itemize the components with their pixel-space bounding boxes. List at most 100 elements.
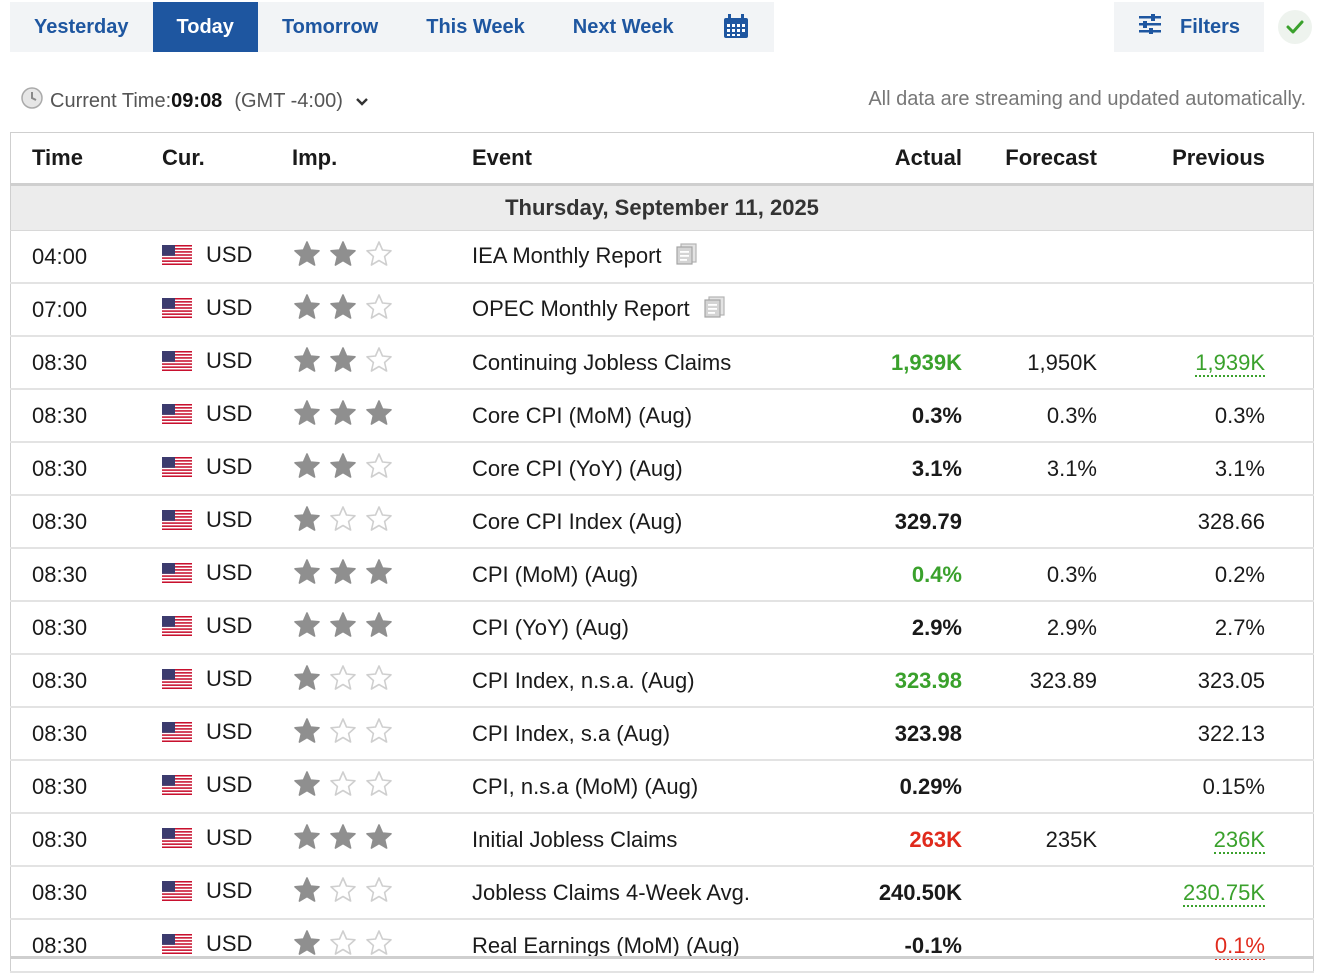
currency: USD: [162, 666, 252, 692]
calendar-icon[interactable]: [698, 2, 774, 52]
current-time[interactable]: Current Time: 09:08 (GMT -4:00): [20, 86, 369, 116]
star-empty-icon: [330, 929, 356, 955]
previous-value: 0.3%: [1214, 402, 1265, 428]
forecast-value: 1,950K: [962, 336, 1097, 390]
event-row[interactable]: 08:30 USD Core CPI (MoM) (Aug) 0.3% 0.3% 0.3%: [10, 389, 1314, 443]
us-flag-icon: [162, 775, 192, 795]
star-empty-icon: [330, 664, 356, 690]
currency-code: USD: [206, 772, 253, 797]
forecast-value: 2.9%: [962, 601, 1097, 655]
chevron-down-icon[interactable]: [355, 90, 369, 113]
event-row[interactable]: 08:30 USD Real Earnings (MoM) (Aug) -0.1% 0.…: [10, 919, 1314, 973]
star-filled-icon: [294, 293, 320, 319]
event-name[interactable]: CPI Index, s.a (Aug): [472, 720, 671, 746]
timezone-label: (GMT -4:00): [234, 89, 343, 112]
streaming-note: All data are streaming and updated autom…: [868, 88, 1306, 110]
event-row[interactable]: 04:00 USD IEA Monthly Report: [10, 230, 1314, 284]
forecast-value: [962, 495, 1097, 549]
event-name[interactable]: Core CPI (MoM) (Aug): [472, 402, 693, 428]
event-row[interactable]: 07:00 USD OPEC Monthly Report: [10, 283, 1314, 337]
event-name[interactable]: CPI, n.s.a (MoM) (Aug): [472, 773, 699, 799]
previous-value[interactable]: 0.1%: [1214, 932, 1265, 960]
event-time: 08:30: [10, 654, 162, 708]
importance-stars: [292, 504, 394, 534]
star-filled-icon: [294, 558, 320, 584]
currency: USD: [162, 825, 252, 851]
event-row[interactable]: 08:30 USD CPI (MoM) (Aug) 0.4% 0.3% 0.2%: [10, 548, 1314, 602]
report-icon[interactable]: [702, 295, 726, 325]
event-row[interactable]: 08:30 USD CPI Index, n.s.a. (Aug) 323.98 323…: [10, 654, 1314, 708]
event-row[interactable]: 08:30 USD Core CPI Index (Aug) 329.79 328.66: [10, 495, 1314, 549]
event-time: 08:30: [10, 707, 162, 761]
event-name[interactable]: OPEC Monthly Report: [472, 295, 690, 321]
star-filled-icon: [330, 452, 356, 478]
event-time: 04:00: [10, 230, 162, 284]
event-row[interactable]: 08:30 USD Jobless Claims 4-Week Avg. 240.50…: [10, 866, 1314, 920]
currency-code: USD: [206, 348, 253, 373]
event-name[interactable]: Core CPI (YoY) (Aug): [472, 455, 683, 481]
importance-stars: [292, 610, 394, 640]
currency-code: USD: [206, 613, 253, 638]
currency: USD: [162, 295, 252, 321]
tab-this-week[interactable]: This Week: [426, 15, 525, 38]
event-name[interactable]: Initial Jobless Claims: [472, 826, 678, 852]
date-tabs: Yesterday Today Tomorrow This Week Next …: [10, 2, 774, 52]
importance-stars: [292, 292, 394, 322]
event-name[interactable]: Continuing Jobless Claims: [472, 349, 732, 375]
importance-stars: [292, 557, 394, 587]
event-name[interactable]: CPI (YoY) (Aug): [472, 614, 629, 640]
forecast-value: 3.1%: [962, 442, 1097, 496]
event-name[interactable]: Real Earnings (MoM) (Aug): [472, 932, 740, 958]
event-row[interactable]: 08:30 USD CPI, n.s.a (MoM) (Aug) 0.29% 0.15%: [10, 760, 1314, 814]
star-filled-icon: [294, 717, 320, 743]
event-time: 08:30: [10, 813, 162, 867]
event-name[interactable]: CPI (MoM) (Aug): [472, 561, 639, 587]
currency: USD: [162, 401, 252, 427]
event-row[interactable]: 08:30 USD CPI Index, s.a (Aug) 323.98 322.13: [10, 707, 1314, 761]
actual-value: 0.4%: [911, 561, 962, 587]
star-filled-icon: [330, 293, 356, 319]
currency-code: USD: [206, 242, 253, 267]
event-name[interactable]: IEA Monthly Report: [472, 242, 662, 268]
tab-next-week[interactable]: Next Week: [572, 15, 674, 38]
filters-button[interactable]: Filters: [1114, 2, 1264, 52]
currency-code: USD: [206, 507, 253, 532]
us-flag-icon: [162, 351, 192, 371]
event-row[interactable]: 08:30 USD Continuing Jobless Claims 1,939K 1…: [10, 336, 1314, 390]
star-filled-icon: [294, 876, 320, 902]
previous-value[interactable]: 230.75K: [1183, 879, 1265, 907]
tab-yesterday[interactable]: Yesterday: [34, 15, 129, 38]
forecast-value: [962, 919, 1097, 973]
event-time: 08:30: [10, 389, 162, 443]
currency: USD: [162, 560, 252, 586]
star-filled-icon: [294, 611, 320, 637]
previous-value[interactable]: 1,939K: [1195, 349, 1265, 377]
previous-value: 2.7%: [1214, 614, 1265, 640]
header-importance: Imp.: [292, 132, 472, 186]
star-empty-icon: [366, 452, 392, 478]
currency: USD: [162, 772, 252, 798]
currency: USD: [162, 242, 252, 268]
date-header: Thursday, September 11, 2025: [10, 184, 1314, 231]
event-time: 08:30: [10, 919, 162, 973]
star-filled-icon: [294, 664, 320, 690]
event-name[interactable]: Core CPI Index (Aug): [472, 508, 683, 534]
event-name[interactable]: CPI Index, n.s.a. (Aug): [472, 667, 695, 693]
currency: USD: [162, 613, 252, 639]
previous-value: 0.2%: [1214, 561, 1265, 587]
forecast-value: 0.3%: [962, 548, 1097, 602]
tab-today[interactable]: Today: [152, 2, 258, 52]
forecast-value: 235K: [962, 813, 1097, 867]
star-filled-icon: [330, 823, 356, 849]
previous-value[interactable]: 236K: [1213, 826, 1265, 854]
actual-value: 2.9%: [911, 614, 962, 640]
currency: USD: [162, 931, 252, 957]
tab-tomorrow[interactable]: Tomorrow: [281, 15, 379, 38]
event-row[interactable]: 08:30 USD Core CPI (YoY) (Aug) 3.1% 3.1% 3.1%: [10, 442, 1314, 496]
report-icon[interactable]: [674, 242, 698, 272]
header-event: Event: [472, 132, 842, 186]
event-name[interactable]: Jobless Claims 4-Week Avg.: [472, 879, 750, 905]
event-row[interactable]: 08:30 USD CPI (YoY) (Aug) 2.9% 2.9% 2.7%: [10, 601, 1314, 655]
event-row[interactable]: 08:30 USD Initial Jobless Claims 263K 235K 23…: [10, 813, 1314, 867]
actual-value: 0.3%: [911, 402, 962, 428]
